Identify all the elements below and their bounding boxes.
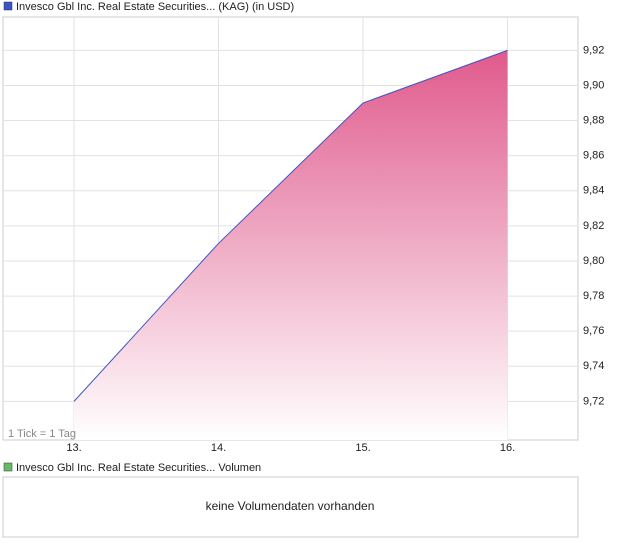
x-tick-label: 15. — [355, 442, 370, 454]
volume-message: keine Volumendaten vorhanden — [206, 499, 375, 513]
y-tick-label: 9,88 — [583, 114, 604, 126]
y-tick-label: 9,72 — [583, 395, 604, 407]
y-tick-label: 9,86 — [583, 150, 604, 162]
y-tick-label: 9,92 — [583, 44, 604, 56]
area — [74, 50, 508, 441]
y-tick-label: 9,84 — [583, 185, 604, 197]
y-tick-label: 9,90 — [583, 79, 604, 91]
legend-swatch — [3, 462, 13, 472]
y-tick-label: 9,74 — [583, 360, 604, 372]
legend-swatch — [3, 1, 13, 11]
y-tick-label: 9,82 — [583, 220, 604, 232]
y-tick-label: 9,80 — [583, 255, 604, 267]
x-tick-label: 14. — [211, 442, 226, 454]
y-tick-label: 9,76 — [583, 325, 604, 337]
note: 1 Tick = 1 Tag — [8, 428, 76, 440]
volume-frame — [2, 476, 579, 538]
x-tick-label: 16. — [500, 442, 515, 454]
x-tick-label: 13. — [66, 442, 81, 454]
legend-label: Invesco Gbl Inc. Real Estate Securities.… — [16, 1, 294, 13]
line — [73, 49, 508, 402]
volume-legend-label: Invesco Gbl Inc. Real Estate Securities.… — [16, 462, 261, 474]
y-tick-label: 9,78 — [583, 290, 604, 302]
